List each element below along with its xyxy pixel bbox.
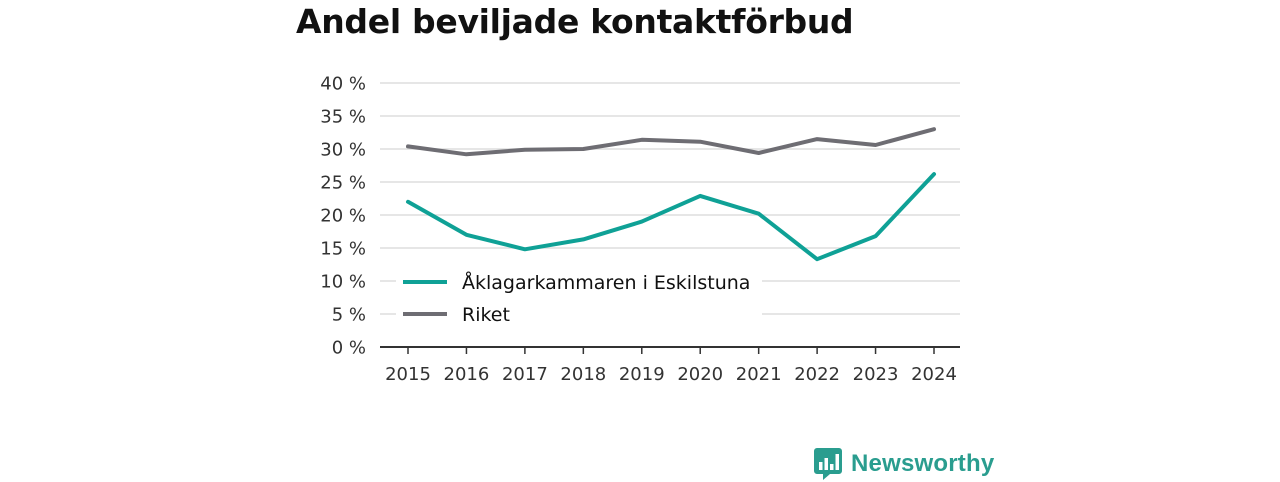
x-tick-label: 2022 — [794, 364, 840, 385]
legend-label: Åklagarkammaren i Eskilstuna — [462, 271, 750, 294]
x-tick-label: 2020 — [677, 364, 723, 385]
x-axis-ticks: 2015 2016 2017 2018 2019 2020 2021 2022 2023 2024 — [385, 347, 957, 385]
x-tick-label: 2016 — [444, 364, 490, 385]
y-tick-label: 0 % — [332, 338, 366, 359]
x-tick-label: 2017 — [502, 364, 548, 385]
chart-title: Andel beviljade kontaktförbud — [296, 2, 854, 41]
y-tick-label: 30 % — [320, 140, 366, 161]
series-line — [406, 127, 936, 157]
y-axis-ticks: 0 % 5 % 10 % 15 % 20 % 25 % 30 % 35 % 40 % — [320, 74, 366, 359]
y-tick-label: 10 % — [320, 272, 366, 293]
y-tick-label: 5 % — [332, 305, 366, 326]
series-line — [406, 172, 936, 262]
x-tick-label: 2015 — [385, 364, 431, 385]
legend: Åklagarkammaren i Eskilstuna Riket — [396, 265, 762, 329]
x-tick-label: 2018 — [560, 364, 606, 385]
newsworthy-chart-bubble-icon — [814, 448, 842, 480]
y-tick-label: 35 % — [320, 107, 366, 128]
legend-background — [396, 265, 762, 329]
y-tick-label: 40 % — [320, 74, 366, 95]
y-tick-label: 15 % — [320, 239, 366, 260]
legend-label: Riket — [462, 304, 510, 326]
x-tick-label: 2023 — [853, 364, 899, 385]
newsworthy-brand: Newsworthy — [814, 446, 994, 482]
x-tick-label: 2021 — [736, 364, 782, 385]
x-tick-label: 2024 — [911, 364, 957, 385]
y-tick-label: 25 % — [320, 173, 366, 194]
y-tick-label: 20 % — [320, 206, 366, 227]
brand-name: Newsworthy — [851, 450, 995, 477]
x-tick-label: 2019 — [619, 364, 665, 385]
series-lines — [406, 127, 936, 262]
